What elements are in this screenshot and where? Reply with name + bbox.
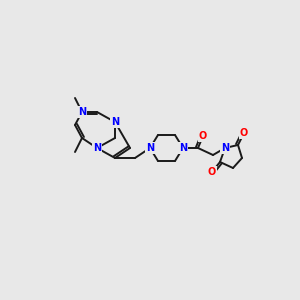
Text: N: N	[179, 143, 187, 153]
Text: N: N	[93, 143, 101, 153]
Text: N: N	[221, 143, 229, 153]
Text: N: N	[78, 107, 86, 117]
Text: N: N	[146, 143, 154, 153]
Text: O: O	[240, 128, 248, 138]
Text: O: O	[208, 167, 216, 177]
Text: N: N	[111, 117, 119, 127]
Text: O: O	[199, 131, 207, 141]
